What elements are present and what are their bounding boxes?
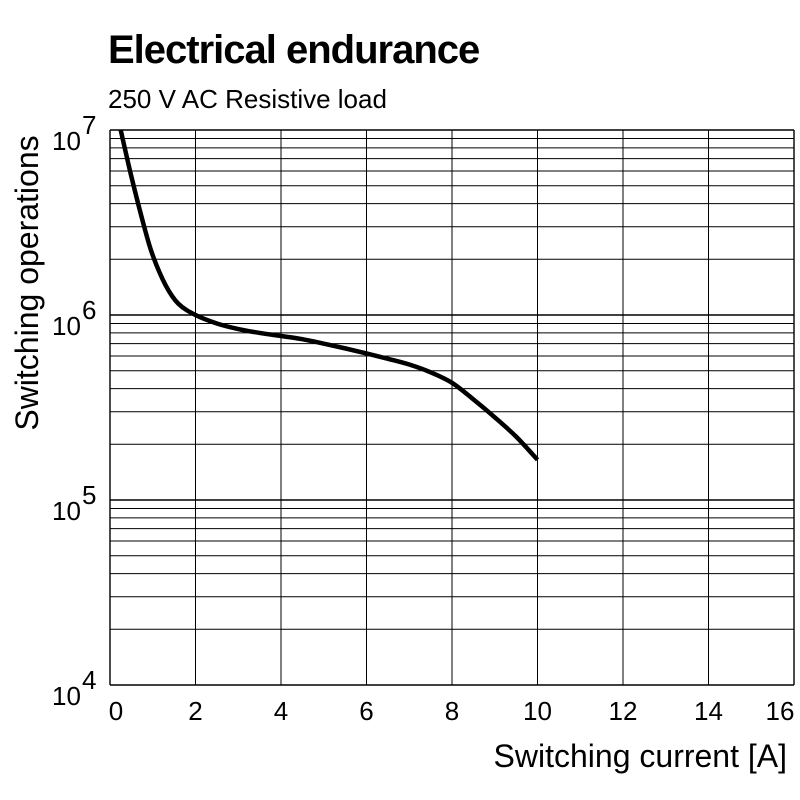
y-tick-exponent: 7 — [82, 110, 96, 140]
x-tick-label: 10 — [523, 696, 552, 726]
y-tick-label: 10 — [52, 126, 81, 156]
y-tick-label: 10 — [52, 496, 81, 526]
series-line-0 — [118, 129, 540, 462]
x-tick-label: 16 — [766, 696, 795, 726]
x-axis-label: Switching current [A] — [494, 738, 787, 774]
y-axis-label: Switching operations — [9, 135, 45, 430]
y-tick-label: 10 — [52, 311, 81, 341]
x-tick-labels: 0 2 4 6 8 10 12 14 16 — [109, 696, 795, 726]
series-layer — [118, 129, 540, 462]
x-tick-label: 6 — [359, 696, 373, 726]
y-tick-exponent: 4 — [82, 665, 96, 695]
chart-title: Electrical endurance — [108, 28, 480, 72]
x-tick-label: 8 — [445, 696, 459, 726]
y-tick-label: 10 — [52, 681, 81, 711]
x-tick-label: 4 — [274, 696, 288, 726]
y-tick-exponent: 5 — [82, 480, 96, 510]
y-tick-exponent: 6 — [82, 295, 96, 325]
x-tick-label: 0 — [109, 696, 123, 726]
x-tick-label: 14 — [694, 696, 723, 726]
x-tick-label: 2 — [188, 696, 202, 726]
grid-major-lines — [109, 129, 795, 686]
x-tick-label: 12 — [609, 696, 638, 726]
chart-subtitle: 250 V AC Resistive load — [108, 84, 387, 114]
